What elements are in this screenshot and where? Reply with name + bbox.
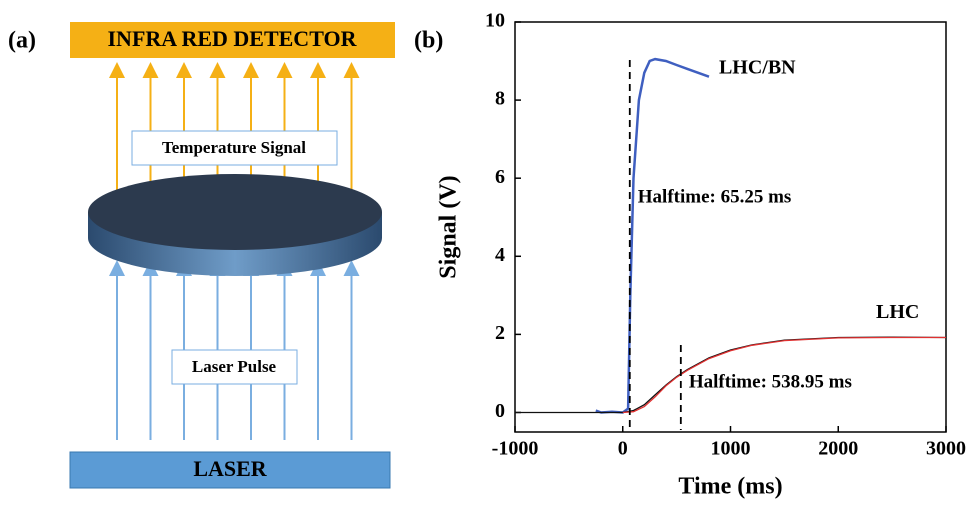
chart: -1000 0 1000 2000 3000 0 2 4 6 8 10 Time (ms) Signal… bbox=[436, 10, 967, 500]
plot-frame bbox=[514, 21, 947, 433]
x-axis-title: Time (ms) bbox=[678, 474, 782, 500]
detector-label: INFRA RED DETECTOR bbox=[108, 26, 358, 51]
pulse-label: Laser Pulse bbox=[192, 357, 277, 376]
panel-label: (a) bbox=[8, 28, 36, 54]
x-tick-label: 3000 bbox=[926, 438, 966, 460]
halftime-label: Halftime: 65.25 ms bbox=[638, 186, 792, 207]
series-label: LHC/BN bbox=[719, 56, 796, 78]
signal-label: Temperature Signal bbox=[162, 138, 306, 157]
laser-label: LASER bbox=[193, 456, 267, 481]
y-tick-label: 8 bbox=[495, 88, 505, 110]
panel-label: (b) bbox=[414, 28, 443, 54]
x-tick-label: 0 bbox=[618, 438, 628, 460]
series-label: LHC bbox=[876, 301, 919, 323]
y-tick-label: 2 bbox=[495, 322, 505, 344]
series-line bbox=[595, 57, 710, 414]
x-tick-label: 1000 bbox=[711, 438, 751, 460]
detector-box bbox=[70, 22, 395, 58]
y-tick-label: 4 bbox=[495, 244, 505, 266]
laser-box bbox=[69, 451, 391, 489]
y-tick-label: 6 bbox=[495, 166, 505, 188]
signal-box bbox=[131, 130, 338, 166]
x-tick-label: 2000 bbox=[818, 438, 858, 460]
y-tick-label: 10 bbox=[485, 10, 505, 32]
disk-top bbox=[88, 174, 382, 250]
series-line bbox=[622, 336, 946, 414]
x-tick-label: -1000 bbox=[492, 438, 539, 460]
y-axis-title: Signal (V) bbox=[436, 175, 462, 278]
pulse-box bbox=[171, 349, 298, 385]
y-tick-label: 0 bbox=[495, 400, 505, 422]
halftime-label: Halftime: 538.95 ms bbox=[689, 371, 852, 392]
